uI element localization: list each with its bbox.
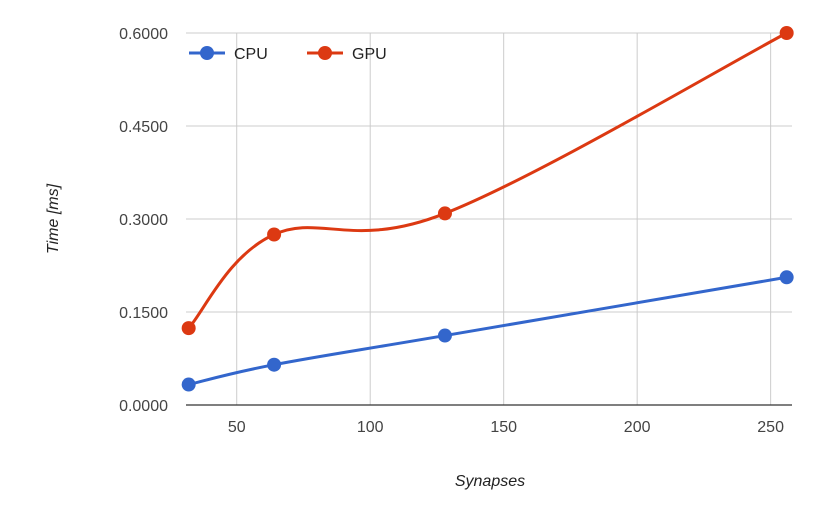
y-tick-label: 0.4500 [119,119,168,136]
cpu-legend-swatch-marker [200,46,214,60]
legend: CPU GPU [189,46,387,63]
x-tick-label: 150 [490,419,517,436]
gridlines [186,32,792,405]
series-lines [181,26,794,392]
gpu-data-point [437,206,452,221]
x-tick-label: 100 [357,419,384,436]
x-tick-label: 200 [624,419,651,436]
cpu-legend-label: CPU [234,46,268,63]
cpu-data-point [267,357,282,372]
y-axis-title: Time [ms] [45,183,62,254]
x-axis-title: Synapses [455,473,525,490]
y-tick-label: 0.0000 [119,398,168,415]
gpu-legend-swatch-marker [318,46,332,60]
axes: 0.0000 0.1500 0.3000 0.4500 0.6000 50 100 150 20… [119,26,792,436]
cpu-data-point [779,270,794,285]
gpu-series-line [187,31,788,330]
cpu-data-point [181,377,196,392]
cpu-series-line [188,275,787,387]
gpu-data-point [181,321,196,336]
y-tick-label: 0.3000 [119,212,168,229]
y-tick-label: 0.1500 [119,305,168,322]
x-tick-label: 250 [757,419,784,436]
y-tick-label: 0.6000 [119,26,168,43]
gpu-data-point [267,227,282,242]
x-tick-label: 50 [228,419,246,436]
gpu-data-point [779,26,794,40]
cpu-data-point [437,328,452,343]
gpu-legend-label: GPU [352,46,387,63]
